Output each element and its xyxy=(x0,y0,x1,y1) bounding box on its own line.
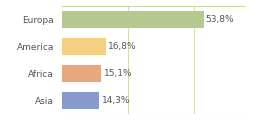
Bar xyxy=(62,65,101,82)
Text: 15,1%: 15,1% xyxy=(104,69,132,78)
Text: 14,3%: 14,3% xyxy=(101,96,130,105)
Bar xyxy=(62,38,106,55)
Text: 16,8%: 16,8% xyxy=(108,42,137,51)
Text: 53,8%: 53,8% xyxy=(206,15,234,24)
Bar xyxy=(62,11,204,28)
Bar xyxy=(62,92,99,109)
